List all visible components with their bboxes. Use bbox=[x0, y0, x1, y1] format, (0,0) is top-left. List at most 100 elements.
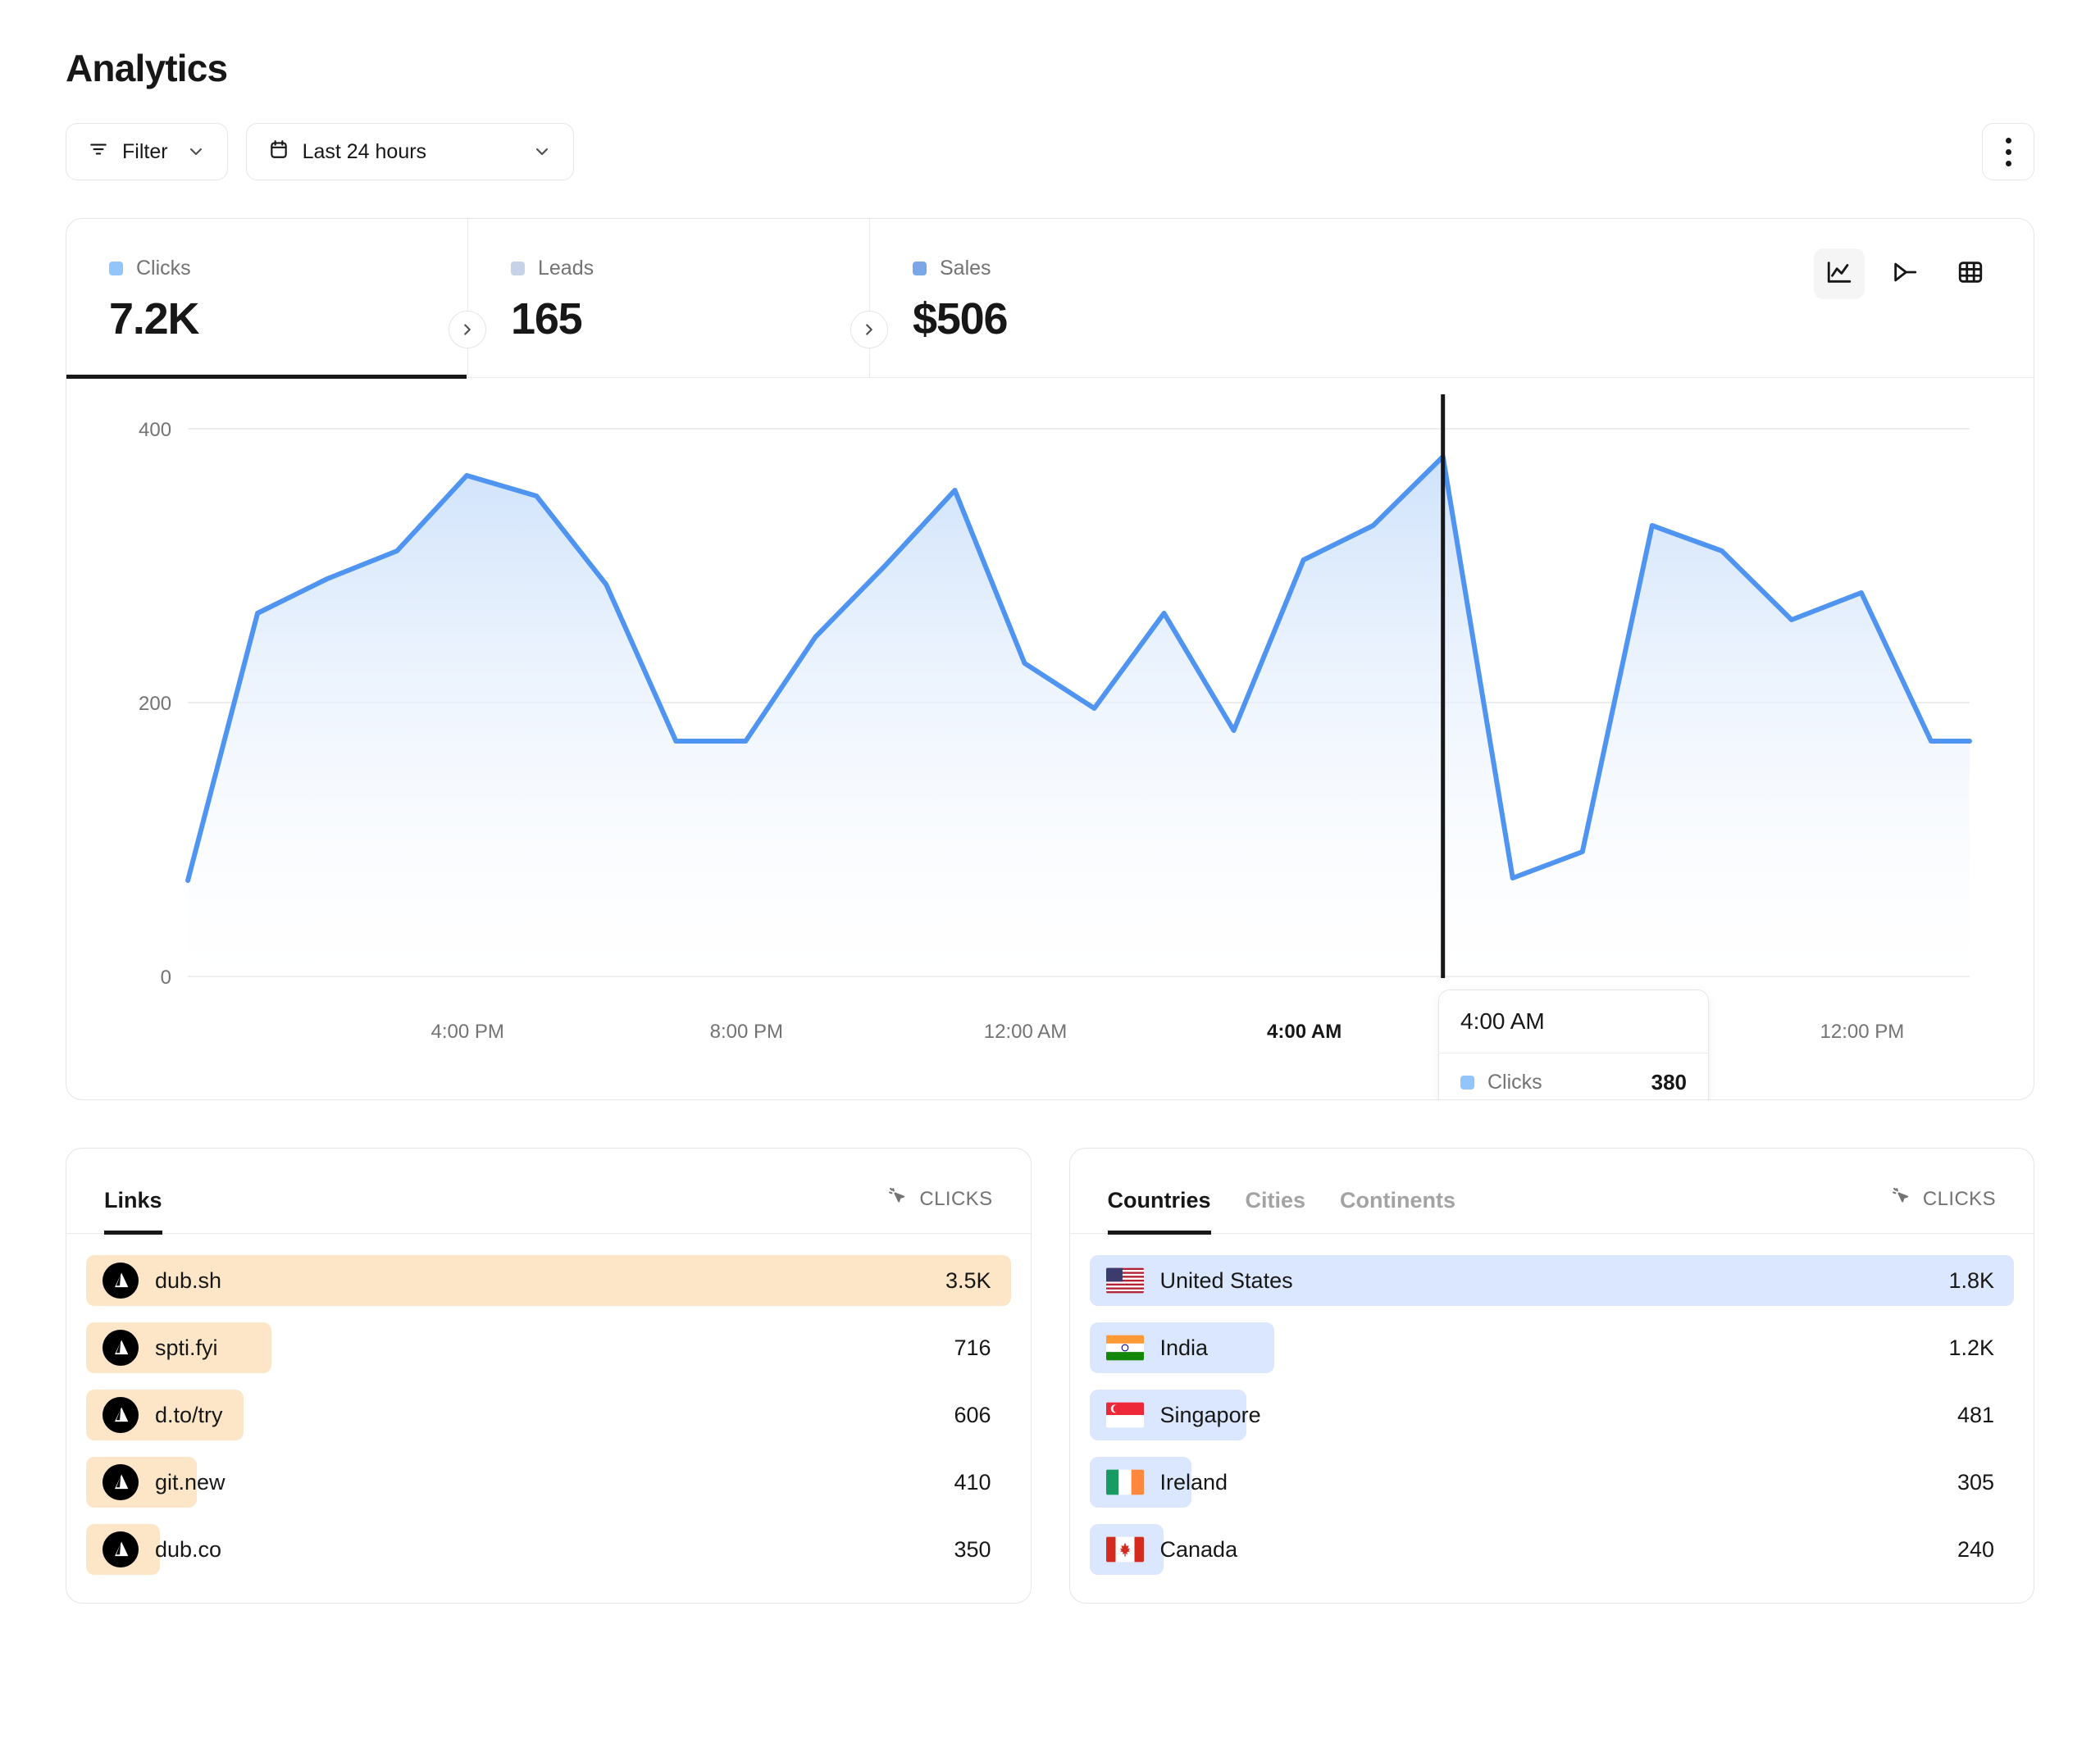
row-content: spti.fyi bbox=[86, 1330, 218, 1366]
links-metric-chip[interactable]: CLICKS bbox=[886, 1185, 992, 1233]
list-item[interactable]: United States 1.8K bbox=[1089, 1255, 2014, 1306]
tooltip-color-swatch bbox=[1460, 1076, 1474, 1090]
row-label: dub.co bbox=[155, 1536, 222, 1562]
row-label: Ireland bbox=[1159, 1469, 1228, 1495]
list-item[interactable]: Ireland 305 bbox=[1089, 1457, 2015, 1508]
metric-value: 7.2K bbox=[109, 294, 199, 344]
sg-flag-icon bbox=[1105, 1402, 1144, 1428]
sales-color-swatch bbox=[913, 262, 927, 275]
metric-next-button-1[interactable] bbox=[449, 311, 486, 348]
dub-logo-icon bbox=[102, 1397, 139, 1433]
row-content: Singapore bbox=[1090, 1401, 1261, 1429]
bottom-panels: Links CLICKS bbox=[66, 1148, 2034, 1661]
analytics-page: Analytics Filter Last 24 hours bbox=[66, 47, 2034, 1661]
metric-label-row: Clicks bbox=[109, 257, 467, 280]
svg-text:4:00 AM: 4:00 AM bbox=[1267, 1021, 1342, 1043]
locations-panel-header: Countries Cities Continents CLICKS bbox=[1069, 1149, 2034, 1235]
row-label: Singapore bbox=[1159, 1402, 1261, 1427]
filter-button[interactable]: Filter bbox=[66, 123, 228, 180]
dub-logo-icon bbox=[102, 1531, 139, 1567]
clicks-area-chart[interactable]: 400 200 0 4:00 PM 8:00 PM 12:00 AM 4:00 … bbox=[66, 378, 2034, 1099]
row-content: git.new bbox=[86, 1464, 225, 1500]
row-content: United States bbox=[1090, 1267, 1293, 1294]
metric-label-row: Sales bbox=[913, 257, 1272, 280]
row-content: Canada bbox=[1090, 1536, 1238, 1563]
row-content: India bbox=[1090, 1334, 1209, 1362]
list-item[interactable]: Singapore 481 bbox=[1089, 1390, 2015, 1440]
toolbar: Filter Last 24 hours bbox=[66, 123, 2034, 180]
row-label: India bbox=[1159, 1335, 1209, 1360]
row-label: git.new bbox=[155, 1469, 225, 1495]
locations-rows: United States 1.8K India 1.2K bbox=[1070, 1234, 2034, 1603]
list-item[interactable]: git.new 410 bbox=[86, 1457, 1011, 1508]
clicks-color-swatch bbox=[109, 262, 123, 275]
analytics-chart-card: Clicks 7.2K Leads 165 Sales bbox=[66, 218, 2034, 1100]
row-bar bbox=[86, 1255, 1011, 1306]
metric-label: Leads bbox=[538, 257, 594, 280]
view-toggle-table[interactable] bbox=[1945, 248, 1996, 299]
tab-countries[interactable]: Countries bbox=[1107, 1188, 1211, 1235]
tooltip-time: 4:00 AM bbox=[1439, 990, 1708, 1053]
line-chart-icon bbox=[1825, 258, 1853, 290]
more-options-button[interactable] bbox=[1982, 123, 2034, 180]
row-label: Canada bbox=[1159, 1536, 1238, 1562]
metric-next-button-2[interactable] bbox=[850, 311, 888, 348]
date-range-button[interactable]: Last 24 hours bbox=[245, 123, 574, 180]
metric-tab-leads[interactable]: Leads 165 bbox=[468, 219, 870, 377]
chevron-down-icon bbox=[186, 142, 206, 162]
page-title: Analytics bbox=[66, 47, 228, 89]
list-item[interactable]: Canada 240 bbox=[1089, 1524, 2015, 1575]
tab-cities[interactable]: Cities bbox=[1245, 1188, 1306, 1213]
view-toggle-funnel[interactable] bbox=[1879, 248, 1930, 299]
dub-logo-icon bbox=[102, 1263, 139, 1299]
cursor-click-icon bbox=[1890, 1185, 1913, 1213]
metric-value: $506 bbox=[913, 294, 1009, 344]
locations-metric-chip[interactable]: CLICKS bbox=[1890, 1185, 1996, 1233]
chart-tooltip: 4:00 AM Clicks 380 bbox=[1438, 990, 1709, 1099]
table-icon bbox=[1957, 258, 1984, 290]
row-content: Ireland bbox=[1090, 1468, 1228, 1496]
more-vertical-icon-dot bbox=[2005, 160, 2011, 166]
view-toggle-line-chart[interactable] bbox=[1814, 248, 1865, 299]
svg-text:4:00 PM: 4:00 PM bbox=[430, 1021, 503, 1043]
leads-color-swatch bbox=[511, 262, 525, 275]
row-value: 716 bbox=[954, 1335, 991, 1360]
row-content: d.to/try bbox=[86, 1397, 223, 1433]
tab-continents[interactable]: Continents bbox=[1340, 1188, 1456, 1213]
svg-text:0: 0 bbox=[161, 967, 171, 989]
links-panel-header: Links CLICKS bbox=[66, 1149, 1031, 1235]
chart-y-axis: 400 200 0 bbox=[139, 419, 171, 989]
in-flag-icon bbox=[1105, 1335, 1144, 1361]
funnel-icon bbox=[1891, 258, 1919, 290]
dub-logo-icon bbox=[102, 1330, 139, 1366]
row-content: dub.co bbox=[86, 1531, 221, 1567]
list-item[interactable]: dub.sh 3.5K bbox=[86, 1255, 1011, 1306]
row-label: dub.sh bbox=[155, 1267, 222, 1293]
tooltip-series-value: 380 bbox=[1651, 1070, 1687, 1094]
metric-label: Sales bbox=[940, 257, 991, 280]
metric-label: Clicks bbox=[136, 257, 191, 280]
list-item[interactable]: India 1.2K bbox=[1089, 1322, 2015, 1373]
list-item[interactable]: spti.fyi 716 bbox=[86, 1322, 1011, 1373]
svg-text:12:00 PM: 12:00 PM bbox=[1820, 1021, 1905, 1043]
tab-links[interactable]: Links bbox=[104, 1188, 162, 1235]
ie-flag-icon bbox=[1105, 1469, 1144, 1495]
row-value: 3.5K bbox=[945, 1267, 991, 1293]
row-label: spti.fyi bbox=[155, 1335, 218, 1360]
filter-icon bbox=[88, 139, 109, 166]
links-panel: Links CLICKS bbox=[66, 1148, 1032, 1604]
list-item[interactable]: d.to/try 606 bbox=[86, 1390, 1011, 1440]
row-value: 1.8K bbox=[1948, 1267, 1994, 1293]
list-item[interactable]: dub.co 350 bbox=[86, 1524, 1011, 1575]
row-value: 1.2K bbox=[1948, 1335, 1994, 1360]
dub-logo-icon bbox=[102, 1464, 139, 1500]
row-label: United States bbox=[1159, 1267, 1293, 1293]
svg-text:200: 200 bbox=[139, 693, 171, 715]
metric-tab-sales[interactable]: Sales $506 bbox=[870, 219, 1272, 377]
metric-tab-clicks[interactable]: Clicks 7.2K bbox=[66, 219, 468, 379]
row-value: 410 bbox=[954, 1469, 991, 1495]
more-vertical-icon bbox=[2005, 137, 2011, 143]
view-toggle-group bbox=[1814, 248, 2034, 299]
row-label: d.to/try bbox=[155, 1402, 223, 1427]
chart-svg: 400 200 0 4:00 PM 8:00 PM 12:00 AM 4:00 … bbox=[139, 394, 1972, 1043]
